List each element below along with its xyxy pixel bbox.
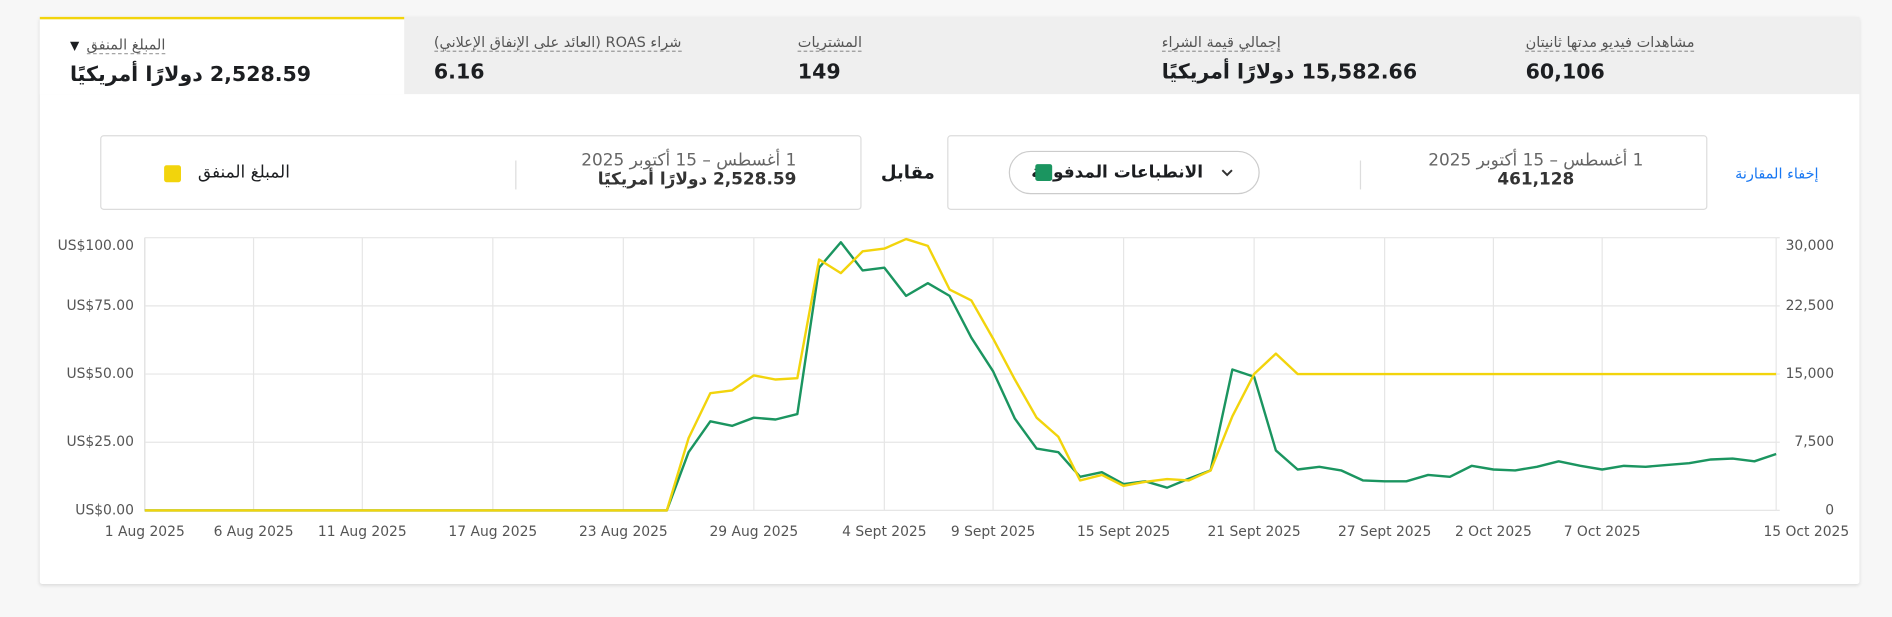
metric-tabs: ▼ المبلغ المنفق 2,528.59 دولارًا أمريكيًا ش… — [39, 16, 1860, 95]
x-tick-label: 29 Aug 2025 — [709, 524, 798, 540]
y-tick-label: US$50.00 — [66, 366, 133, 382]
y-tick-label: US$0.00 — [75, 502, 134, 518]
x-tick-label: 21 Sept 2025 — [1207, 524, 1300, 540]
tab-value: 60,106 — [1525, 60, 1605, 85]
metric-tab[interactable]: مشاهدات فيديو مدتها ثانيتان 60,106 — [1495, 17, 1859, 94]
x-tick-label: 15 Sept 2025 — [1077, 524, 1170, 540]
y2-tick-label: 7,500 — [1794, 434, 1834, 450]
legend-swatch — [164, 165, 181, 183]
x-tick-label: 7 Oct 2025 — [1564, 524, 1641, 540]
y2-tick-label: 15,000 — [1786, 366, 1835, 382]
date-range: 1 أغسطس – 15 أكتوبر 2025 461,128 — [1428, 151, 1643, 190]
date-range-text: 1 أغسطس – 15 أكتوبر 2025 — [1428, 150, 1644, 171]
tab-label: المبلغ المنفق — [86, 36, 166, 55]
y2-tick-label: 22,500 — [1786, 298, 1835, 314]
x-tick-label: 11 Aug 2025 — [318, 524, 407, 540]
y2-tick-label: 0 — [1825, 502, 1834, 518]
y-tick-label: US$100.00 — [58, 238, 134, 254]
x-tick-label: 1 Aug 2025 — [105, 524, 185, 540]
y-tick-label: US$75.00 — [66, 298, 133, 314]
card: ▼ المبلغ المنفق 2,528.59 دولارًا أمريكيًا ش… — [39, 16, 1860, 585]
x-tick-label: 2 Oct 2025 — [1455, 524, 1532, 540]
compare-left: المبلغ المنفق 1 أغسطس – 15 أكتوبر 2025 2,… — [100, 135, 862, 210]
tab-label: إجمالي قيمة الشراء — [1161, 33, 1281, 52]
metric-tab[interactable]: المشتريات 149 — [768, 17, 1132, 94]
tab-label: المشتريات — [797, 33, 862, 52]
divider — [1359, 160, 1362, 190]
tab-label: مشاهدات فيديو مدتها ثانيتان — [1525, 33, 1695, 52]
x-tick-label: 9 Sept 2025 — [951, 524, 1035, 540]
tab-value: 2,528.59 دولارًا أمريكيًا — [69, 62, 312, 87]
date-range-text: 1 أغسطس – 15 أكتوبر 2025 — [581, 150, 797, 171]
series-line — [144, 241, 1777, 512]
hide-comparison-link[interactable]: إخفاء المقارنة — [1735, 165, 1819, 183]
x-tick-label: 6 Aug 2025 — [214, 524, 294, 540]
compare-right: الانطباعات المدفوعة 1 أغسطس – 15 أكتوبر … — [947, 135, 1708, 210]
chevron — [1221, 169, 1233, 177]
x-tick-label: 4 Sept 2025 — [842, 524, 926, 540]
total: 2,528.59 دولارًا أمريكيًا — [597, 170, 797, 190]
caret: ▼ — [69, 39, 80, 54]
metric-tab[interactable]: إجمالي قيمة الشراء 15,582.66 دولارًا أمري… — [1132, 17, 1496, 94]
tab-label: شراء ROAS (العائد على الإنفاق الإعلاني) — [433, 33, 682, 52]
metric-dropdown[interactable]: الانطباعات المدفوعة — [1008, 150, 1260, 195]
legend-swatch — [1035, 164, 1053, 181]
metric-tab[interactable]: ▼ المبلغ المنفق 2,528.59 دولارًا أمريكيًا — [39, 16, 404, 95]
tab-value: 6.16 — [433, 60, 485, 85]
dropdown-label: الانطباعات المدفوعة — [1031, 162, 1204, 183]
divider — [515, 160, 517, 190]
y2-tick-label: 30,000 — [1786, 238, 1835, 254]
x-tick-label: 27 Sept 2025 — [1338, 524, 1431, 540]
y-tick-label: US$25.00 — [66, 434, 133, 450]
chart: US$0.00 US$25.00 US$50.00 US$75.00 US$100.00… — [58, 237, 1849, 540]
legend-label: المبلغ المنفق — [197, 162, 290, 183]
total: 461,128 — [1497, 170, 1575, 190]
metric-tab[interactable]: شراء ROAS (العائد على الإنفاق الإعلاني) 6… — [404, 17, 768, 94]
x-tick-label: 17 Aug 2025 — [448, 524, 537, 540]
date-range: 1 أغسطس – 15 أكتوبر 2025 2,528.59 دولارًا… — [581, 151, 796, 190]
x-tick-label: 23 Aug 2025 — [579, 524, 668, 540]
versus: مقابل — [880, 161, 935, 184]
tab-value: 15,582.66 دولارًا أمريكيًا — [1161, 60, 1418, 85]
tab-value: 149 — [797, 60, 841, 85]
series-line — [144, 237, 1777, 512]
x-tick-label: 15 Oct 2025 — [1763, 524, 1849, 540]
